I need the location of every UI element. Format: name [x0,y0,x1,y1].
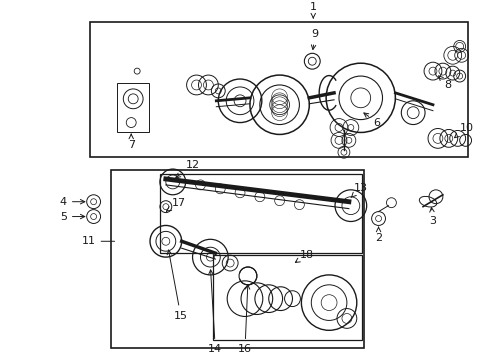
Text: 1: 1 [309,2,316,18]
Text: 8: 8 [438,76,450,90]
Text: 2: 2 [374,227,381,243]
Bar [117,83,149,132]
Text: 5: 5 [60,212,84,221]
Text: 7: 7 [127,134,135,150]
Text: 18: 18 [295,250,313,262]
Text: 15: 15 [167,250,187,320]
Text: 13: 13 [350,183,367,198]
Bar [111,170,363,348]
Bar [160,174,361,253]
Text: 11: 11 [81,236,114,246]
Text: 9: 9 [311,30,318,49]
Text: 16: 16 [238,285,251,354]
Text: 4: 4 [60,197,84,207]
Text: 12: 12 [176,160,199,177]
Bar [213,255,361,340]
Text: 10: 10 [454,122,473,138]
Text: 6: 6 [363,113,380,127]
Bar [89,22,467,157]
Text: 14: 14 [208,270,222,354]
Text: 3: 3 [428,207,436,226]
Text: 17: 17 [166,198,185,211]
